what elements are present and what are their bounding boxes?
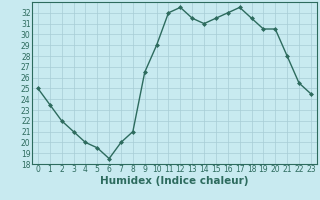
- X-axis label: Humidex (Indice chaleur): Humidex (Indice chaleur): [100, 176, 249, 186]
